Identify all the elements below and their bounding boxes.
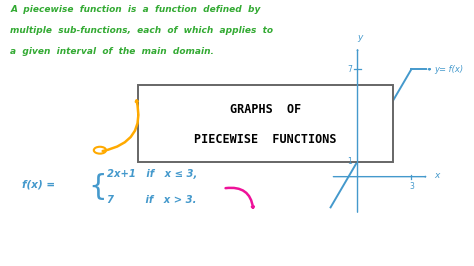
Text: a  given  interval  of  the  main  domain.: a given interval of the main domain. xyxy=(10,47,214,56)
Text: PIECEWISE  FUNCTIONS: PIECEWISE FUNCTIONS xyxy=(194,133,337,146)
Text: 3: 3 xyxy=(409,182,414,192)
Text: 7: 7 xyxy=(347,65,352,74)
Text: x: x xyxy=(434,171,439,180)
Text: GRAPHS  OF: GRAPHS OF xyxy=(230,103,301,116)
Text: A  piecewise  function  is  a  function  defined  by: A piecewise function is a function defin… xyxy=(10,5,261,14)
Text: 2x+1   if   x ≤ 3,: 2x+1 if x ≤ 3, xyxy=(107,169,197,179)
Text: multiple  sub-functions,  each  of  which  applies  to: multiple sub-functions, each of which ap… xyxy=(10,26,273,35)
Text: 7         if   x > 3.: 7 if x > 3. xyxy=(107,196,196,205)
Text: 1: 1 xyxy=(347,157,352,166)
Text: y: y xyxy=(357,33,363,41)
Text: f(x) =: f(x) = xyxy=(22,180,55,190)
FancyBboxPatch shape xyxy=(138,85,393,162)
Text: y= f(x): y= f(x) xyxy=(434,65,463,74)
Text: {: { xyxy=(88,173,107,201)
